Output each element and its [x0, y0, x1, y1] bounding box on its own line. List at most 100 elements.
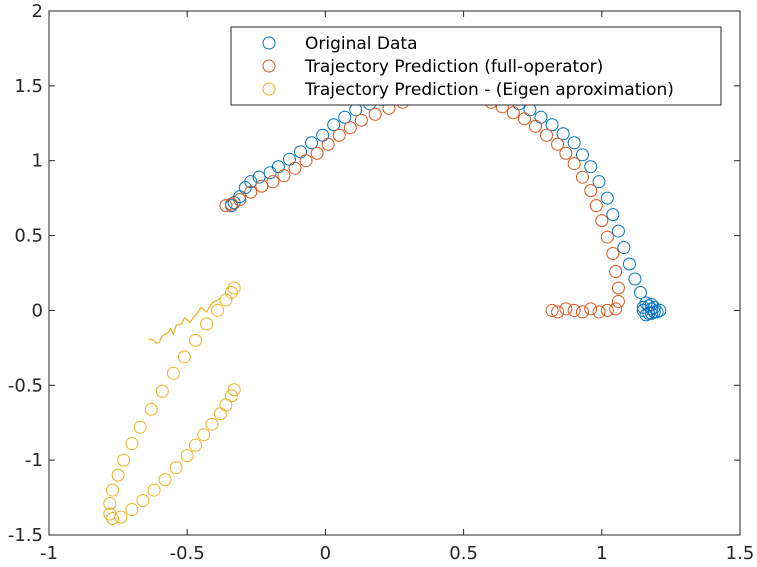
- data-point: [642, 299, 656, 313]
- y-tick-label: 2: [32, 1, 43, 22]
- y-tick-label: -0.5: [8, 375, 43, 396]
- y-tick-label: 0: [32, 300, 43, 321]
- data-point: [611, 281, 625, 295]
- x-tick-label: -0.5: [170, 543, 205, 564]
- data-point: [252, 170, 266, 184]
- data-point: [551, 305, 565, 319]
- axis-ticks: -1 -0.5 0 0.5 1 1.5-1.5-1-0.500.511.52: [8, 1, 754, 564]
- data-point: [227, 383, 241, 397]
- data-point: [633, 285, 647, 299]
- data-point: [653, 303, 667, 317]
- data-point: [299, 154, 313, 168]
- legend-marker: [262, 36, 276, 50]
- series-trajectory-prediction-eigen-aproximation: [103, 281, 241, 526]
- data-point: [277, 169, 291, 183]
- data-point: [158, 473, 172, 487]
- data-point: [177, 350, 191, 364]
- data-point: [169, 461, 183, 475]
- data-point: [559, 302, 573, 316]
- data-point: [645, 306, 659, 320]
- data-point: [147, 483, 161, 497]
- data-point: [224, 197, 238, 211]
- data-point: [545, 303, 559, 317]
- data-point: [266, 175, 280, 189]
- data-point: [213, 407, 227, 421]
- data-point: [567, 157, 581, 171]
- data-point: [600, 303, 614, 317]
- data-point: [205, 417, 219, 431]
- x-tick-label: 0.5: [449, 543, 478, 564]
- data-point: [584, 302, 598, 316]
- data-point: [584, 184, 598, 198]
- data-point: [617, 241, 631, 255]
- data-point: [106, 483, 120, 497]
- y-tick-label: 0.5: [14, 226, 43, 247]
- data-point: [639, 308, 653, 322]
- data-point: [305, 136, 319, 150]
- x-tick-label: 0: [320, 543, 331, 564]
- data-point: [589, 199, 603, 213]
- data-point: [609, 302, 623, 316]
- legend-label: Original Data: [305, 34, 418, 54]
- data-point: [197, 428, 211, 442]
- data-point: [188, 333, 202, 347]
- legend-label: Trajectory Prediction (full-operator): [304, 57, 603, 77]
- data-point: [144, 402, 158, 416]
- data-point: [244, 185, 258, 199]
- legend-box: [230, 26, 722, 106]
- data-point: [310, 146, 324, 160]
- data-point: [255, 179, 269, 193]
- data-point: [233, 193, 247, 207]
- data-point: [559, 146, 573, 160]
- data-point: [575, 305, 589, 319]
- data-point: [327, 118, 341, 132]
- y-tick-label: 1.5: [14, 76, 43, 97]
- data-point: [592, 305, 606, 319]
- legend-marker: [262, 82, 276, 96]
- data-point: [244, 175, 258, 189]
- data-point: [517, 112, 531, 126]
- data-point: [332, 128, 346, 142]
- data-point: [609, 265, 623, 279]
- legend-label: Trajectory Prediction - (Eigen aproximat…: [304, 80, 674, 100]
- data-point: [288, 161, 302, 175]
- x-tick-label: 1: [596, 543, 607, 564]
- data-point: [622, 257, 636, 271]
- x-tick-label: 1.5: [726, 543, 755, 564]
- data-point: [133, 420, 147, 434]
- data-point: [188, 438, 202, 452]
- data-point: [368, 107, 382, 121]
- data-point: [219, 199, 233, 213]
- data-point: [506, 106, 520, 120]
- data-point: [595, 214, 609, 228]
- data-point: [211, 303, 225, 317]
- data-point: [575, 170, 589, 184]
- y-tick-label: 1: [32, 151, 43, 172]
- data-point: [611, 294, 625, 308]
- data-point: [117, 453, 131, 467]
- data-point: [155, 384, 169, 398]
- legend: Original Data Trajectory Prediction (full…: [230, 26, 722, 106]
- y-tick-label: -1.5: [8, 525, 43, 546]
- data-point: [567, 136, 581, 150]
- data-point: [545, 118, 559, 132]
- data-point: [556, 127, 570, 141]
- data-point: [125, 503, 139, 517]
- data-point: [600, 230, 614, 244]
- data-point: [584, 160, 598, 174]
- data-point: [592, 175, 606, 189]
- data-point: [540, 128, 554, 142]
- data-point: [628, 272, 642, 286]
- legend-marker: [262, 59, 276, 73]
- data-point: [166, 366, 180, 380]
- data-point: [103, 497, 117, 511]
- data-point: [575, 148, 589, 162]
- data-point: [111, 468, 125, 482]
- data-point: [103, 507, 117, 521]
- data-point: [606, 247, 620, 261]
- data-point: [227, 281, 241, 295]
- data-point: [606, 208, 620, 222]
- data-point: [180, 449, 194, 463]
- data-point: [600, 191, 614, 205]
